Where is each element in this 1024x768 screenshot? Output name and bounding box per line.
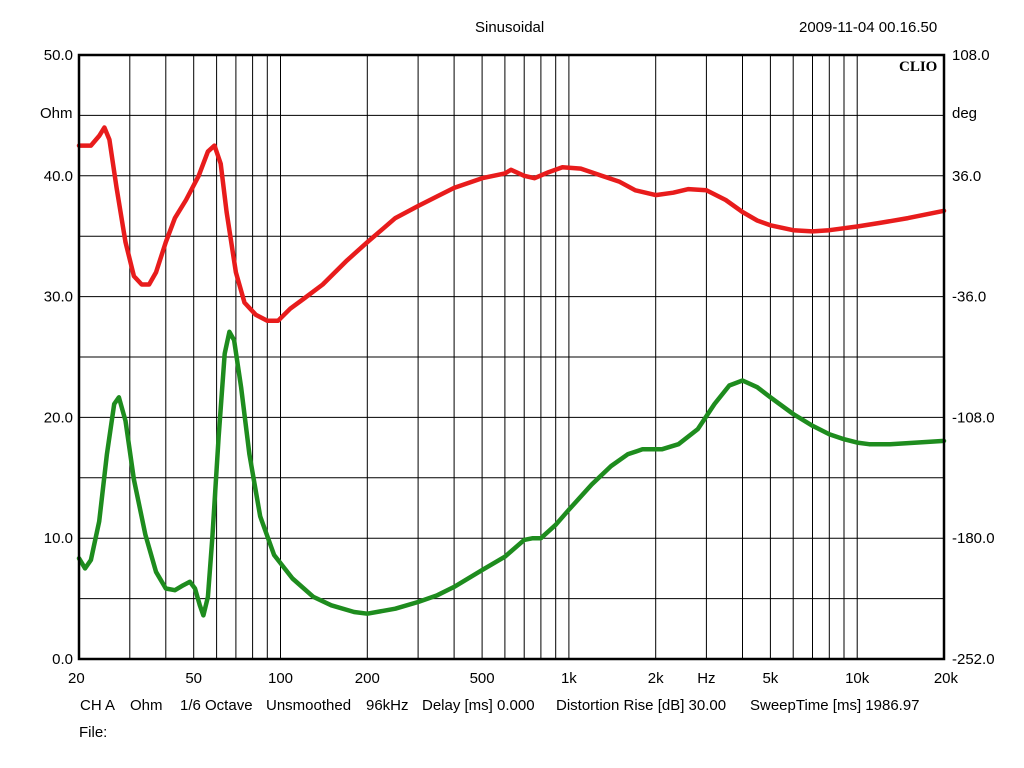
series-line-2 xyxy=(76,329,947,618)
x-tick-label: 20 xyxy=(68,670,85,687)
x-tick-label: 200 xyxy=(355,670,380,687)
footer-smoothing: Unsmoothed xyxy=(266,697,352,714)
footer-resolution: 1/6 Octave xyxy=(180,697,253,714)
right-tick-label: 36.0 xyxy=(952,168,981,185)
footer-distortion: Distortion Rise [dB] 30.00 xyxy=(556,697,727,714)
x-tick-label: 10k xyxy=(845,670,870,687)
x-tick-label: 100 xyxy=(268,670,293,687)
tick-labels: 20 50 100 200 500 1k 2k 5k 10k 20k Hz 0.0 10.0 20.0 30… xyxy=(44,47,995,687)
x-tick-label: 2k xyxy=(648,670,664,687)
x-tick-label: 50 xyxy=(185,670,202,687)
left-tick-label: 40.0 xyxy=(44,168,73,185)
series-layer xyxy=(76,125,947,618)
x-tick-label: 20k xyxy=(934,670,959,687)
x-tick-label: 500 xyxy=(470,670,495,687)
left-tick-label: 30.0 xyxy=(44,289,73,306)
chart-title: Sinusoidal xyxy=(475,19,545,36)
footer-file-label: File: xyxy=(79,724,108,741)
left-tick-label: 0.0 xyxy=(52,651,73,668)
timestamp: 2009-11-04 00.16.50 xyxy=(799,19,938,36)
left-tick-label: 50.0 xyxy=(44,47,73,64)
right-tick-label: -36.0 xyxy=(952,289,986,306)
x-axis-label: Hz xyxy=(697,670,715,687)
right-tick-label: 108.0 xyxy=(952,47,990,64)
left-tick-label: 10.0 xyxy=(44,530,73,547)
left-axis-unit: Ohm xyxy=(40,105,73,122)
right-tick-label: -108.0 xyxy=(952,409,995,426)
x-tick-label: 5k xyxy=(762,670,778,687)
left-tick-label: 20.0 xyxy=(44,409,73,426)
right-tick-label: -252.0 xyxy=(952,651,995,668)
right-axis-unit: deg xyxy=(952,105,978,122)
right-tick-label: -180.0 xyxy=(952,530,995,547)
plot-frame xyxy=(77,53,946,661)
grid xyxy=(79,55,944,659)
series-line-1 xyxy=(76,125,947,324)
footer-delay: Delay [ms] 0.000 xyxy=(422,697,535,714)
footer-channel: CH A xyxy=(80,697,116,714)
footer-sample-rate: 96kHz xyxy=(366,697,409,714)
x-tick-label: 1k xyxy=(561,670,577,687)
clio-logo: CLIO xyxy=(897,59,940,76)
footer-unit: Ohm xyxy=(130,697,163,714)
footer-sweep: SweepTime [ms] 1986.97 xyxy=(750,697,920,714)
